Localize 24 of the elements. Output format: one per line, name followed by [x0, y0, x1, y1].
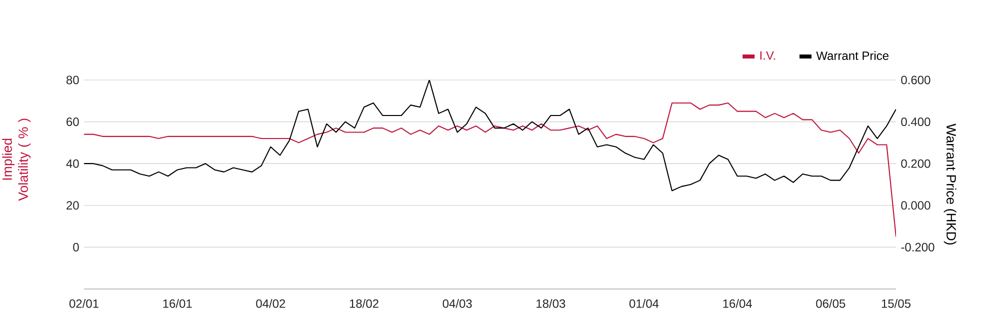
y-tick-label: 0	[73, 242, 79, 252]
y-tick-label: 20	[66, 201, 79, 210]
y-tick-label: 60	[66, 118, 79, 126]
y2-axis-title: Warrant Price (HKD)	[944, 124, 956, 245]
y2-tick-label: 0.600	[901, 76, 930, 84]
y-tick-label: 80	[66, 76, 79, 84]
x-tick-label: 04/03	[442, 299, 472, 308]
y2-tick-label: -0.200	[901, 242, 934, 252]
x-tick-label: 01/04	[629, 299, 659, 308]
x-tick-label: 16/04	[723, 299, 752, 308]
legend-label: Warrant Price	[816, 51, 889, 60]
x-tick-label: 02/01	[69, 299, 98, 308]
legend-label: I.V.	[760, 51, 776, 60]
y2-tick-label: 0.400	[901, 118, 930, 126]
y-axis-title: Implied Volatility ( % )	[2, 118, 31, 201]
x-tick-label: 18/02	[350, 299, 378, 308]
y-tick-label: 40	[66, 159, 79, 168]
y2-tick-label: 0.200	[901, 159, 930, 168]
x-tick-label: 15/05	[882, 299, 910, 308]
y2-tick-label: 0.000	[901, 201, 930, 210]
x-tick-label: 06/05	[816, 299, 846, 308]
x-tick-label: 18/03	[536, 299, 566, 308]
x-tick-label: 16/01	[163, 299, 192, 308]
x-tick-label: 04/02	[256, 299, 286, 308]
